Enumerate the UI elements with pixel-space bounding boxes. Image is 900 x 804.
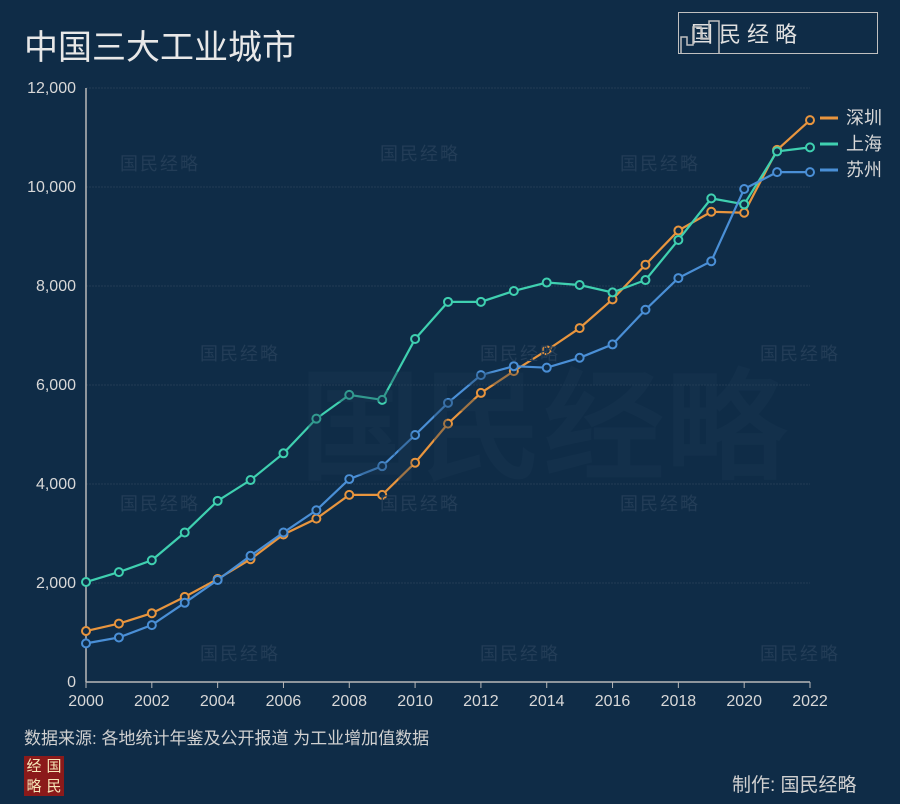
series-point [378,491,386,499]
series-point [411,459,419,467]
legend-label-深圳: 深圳 [846,108,882,128]
series-point [378,462,386,470]
series-point [345,475,353,483]
series-point [543,346,551,354]
series-point [510,362,518,370]
series-point [115,633,123,641]
series-point [82,639,90,647]
x-tick-label: 2002 [134,693,170,710]
series-point [576,281,584,289]
series-point [707,257,715,265]
stamp-char: 民 [44,779,64,794]
series-point [773,168,781,176]
series-point [444,399,452,407]
series-point [641,276,649,284]
series-point [411,431,419,439]
y-tick-label: 0 [67,674,76,691]
series-point [477,298,485,306]
x-tick-label: 2010 [397,693,433,710]
series-point [312,506,320,514]
series-point [279,449,287,457]
series-point [576,324,584,332]
y-tick-label: 4,000 [36,476,76,493]
x-tick-label: 2006 [266,693,302,710]
series-point [674,274,682,282]
series-point [707,208,715,216]
series-point [148,621,156,629]
series-point [82,578,90,586]
x-tick-label: 2016 [595,693,631,710]
y-tick-label: 10,000 [27,179,76,196]
series-point [609,340,617,348]
series-point [411,335,419,343]
series-point [247,476,255,484]
x-tick-label: 2018 [661,693,697,710]
series-point [82,627,90,635]
x-tick-label: 2008 [331,693,367,710]
y-tick-label: 2,000 [36,575,76,592]
series-point [740,185,748,193]
series-point [312,515,320,523]
series-point [707,194,715,202]
series-line-深圳 [86,120,810,631]
series-point [247,552,255,560]
data-source-note: 数据来源: 各地统计年鉴及公开报道 为工业增加值数据 [24,724,429,749]
series-point [214,576,222,584]
series-point [279,529,287,537]
x-tick-label: 2014 [529,693,565,710]
series-point [148,609,156,617]
series-point [674,236,682,244]
y-tick-label: 6,000 [36,377,76,394]
legend-label-苏州: 苏州 [846,160,882,180]
series-point [444,298,452,306]
series-point [181,529,189,537]
line-chart: 0 2,000 4,000 6,000 8,000 10,000 12,000 2000 200… [0,0,900,804]
series-point [543,364,551,372]
series-point [641,306,649,314]
series-point [641,261,649,269]
y-tick-label: 8,000 [36,278,76,295]
seal-stamp: 经国略民 [24,756,64,796]
series-point [740,209,748,217]
series-point [477,389,485,397]
series-line-上海 [86,147,810,582]
series-point [806,116,814,124]
x-tick-label: 2004 [200,693,236,710]
series-point [576,354,584,362]
chart-root: 中国三大工业城市 国民经略 02,0004,0006,0008,00010,00… [0,0,900,804]
series-point [345,491,353,499]
stamp-char: 经 [24,759,44,774]
series-point [543,279,551,287]
legend-label-上海: 上海 [846,134,882,154]
x-tick-label: 2020 [726,693,762,710]
series-point [806,143,814,151]
stamp-char: 国 [44,759,64,774]
series-point [378,396,386,404]
series-point [115,568,123,576]
series-point [773,147,781,155]
x-tick-label: 2000 [68,693,104,710]
y-tick-label: 12,000 [27,80,76,97]
series-point [312,415,320,423]
series-point [444,420,452,428]
series-point [806,168,814,176]
series-point [510,287,518,295]
series-point [740,200,748,208]
stamp-char: 略 [24,779,44,794]
series-point [181,599,189,607]
series-point [674,227,682,235]
credit-note: 制作: 国民经略 [732,770,857,797]
x-tick-label: 2012 [463,693,499,710]
series-point [148,556,156,564]
series-point [609,288,617,296]
series-point [345,391,353,399]
series-point [115,620,123,628]
series-point [477,371,485,379]
x-tick-label: 2022 [792,693,828,710]
series-point [214,497,222,505]
